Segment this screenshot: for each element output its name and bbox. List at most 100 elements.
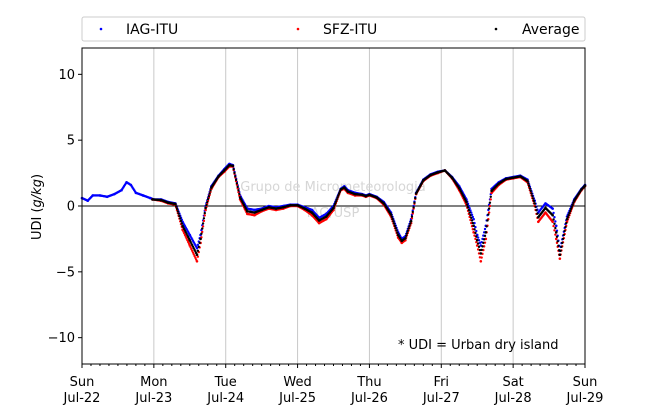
data-point (395, 229, 398, 232)
data-point (474, 225, 477, 229)
data-point (232, 168, 235, 171)
data-point (196, 255, 200, 258)
data-point (555, 235, 559, 239)
y-tick-label: 10 (58, 68, 75, 83)
data-point (558, 257, 562, 260)
x-tick-date-label: Jul-28 (494, 391, 532, 406)
data-point (466, 203, 469, 206)
data-point (569, 209, 572, 213)
data-point (337, 194, 340, 197)
data-point (536, 212, 539, 215)
data-point (551, 213, 554, 217)
data-point (174, 202, 177, 206)
x-tick-day-label: Wed (283, 375, 311, 390)
data-point (391, 217, 394, 221)
data-point (485, 225, 488, 228)
data-point (554, 233, 557, 236)
data-point (566, 215, 570, 219)
data-point (483, 227, 487, 231)
data-point (234, 175, 237, 178)
data-point (527, 184, 531, 188)
y-axis-label-prefix: UDI ( (30, 207, 45, 240)
x-tick-date-label: Jul-25 (278, 391, 316, 406)
data-point (554, 226, 557, 230)
data-point (404, 236, 407, 240)
legend-marker-iag-itu (99, 27, 103, 31)
data-point (201, 222, 205, 225)
data-point (559, 249, 562, 252)
x-tick-day-label: Thu (356, 375, 381, 390)
data-point (557, 244, 560, 247)
data-point (552, 218, 555, 221)
data-point (178, 214, 181, 218)
data-point (480, 256, 483, 259)
data-point (551, 207, 554, 210)
data-point (558, 253, 562, 257)
data-point (552, 224, 555, 228)
data-point (572, 201, 575, 204)
data-point (554, 220, 557, 223)
data-point (533, 202, 536, 205)
data-point (488, 204, 492, 208)
data-point (414, 196, 417, 200)
data-point (553, 229, 556, 232)
data-point (202, 219, 206, 223)
data-point (553, 215, 556, 219)
y-tick-label: 0 (67, 200, 75, 215)
data-point (483, 234, 487, 238)
y-axis-label: UDI (g/kg) (30, 174, 45, 240)
data-point (389, 213, 393, 216)
data-point (175, 207, 179, 211)
data-point (486, 219, 489, 222)
data-point (472, 224, 475, 228)
x-tick-day-label: Sat (502, 375, 523, 390)
x-tick-day-label: Mon (140, 375, 167, 390)
data-point (568, 211, 571, 215)
data-point (413, 201, 416, 204)
data-point (393, 224, 397, 228)
data-point (200, 232, 203, 235)
data-point (489, 198, 492, 201)
data-point (527, 182, 530, 185)
data-point (336, 196, 339, 199)
data-point (552, 211, 555, 215)
data-point (475, 235, 478, 238)
data-point (489, 195, 492, 198)
data-point (404, 234, 408, 238)
data-point (532, 199, 536, 203)
data-point (470, 216, 473, 220)
data-point (476, 242, 480, 245)
x-tick-date-label: Jul-24 (206, 391, 244, 406)
watermark: Grupo de Micrometeorologia IAG/USP (240, 180, 426, 221)
data-point (560, 245, 563, 249)
watermark-line-1: Grupo de Micrometeorologia (240, 180, 426, 195)
y-tick-label: −5 (56, 265, 75, 280)
data-point (473, 221, 476, 225)
data-point (195, 246, 199, 250)
data-point (471, 228, 475, 231)
data-point (408, 224, 411, 228)
data-point (208, 192, 211, 195)
data-point (531, 194, 534, 198)
x-tick-date-label: Jul-29 (566, 391, 604, 406)
data-point (487, 213, 490, 216)
data-point (477, 252, 481, 255)
data-point (482, 241, 485, 245)
x-tick-day-label: Fri (434, 375, 450, 390)
data-point (335, 198, 338, 201)
data-point (334, 200, 338, 204)
legend-marker-sfz-itu (296, 27, 300, 31)
data-point (205, 203, 208, 207)
data-point (199, 237, 202, 241)
data-point (482, 238, 486, 241)
data-point (407, 227, 410, 230)
y-axis-label-unit: g/kg (30, 179, 45, 207)
data-point (237, 190, 240, 194)
y-axis-label-suffix: ) (30, 174, 45, 179)
data-point (406, 229, 410, 233)
data-point (467, 208, 471, 212)
data-point (206, 198, 210, 201)
data-point (195, 253, 199, 257)
data-point (209, 189, 212, 192)
data-point (465, 200, 468, 204)
